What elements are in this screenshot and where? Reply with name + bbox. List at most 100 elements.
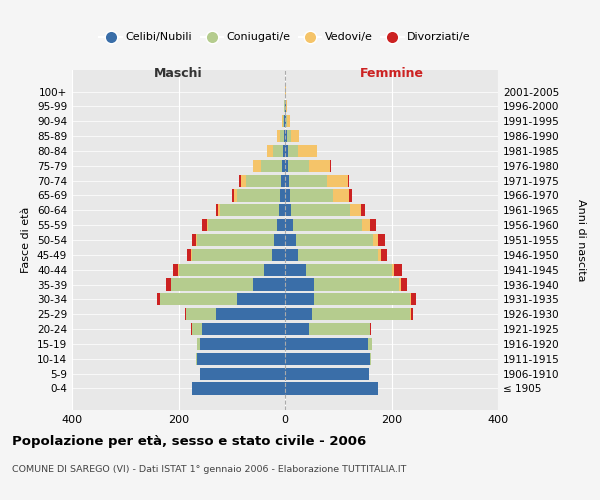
Bar [285,294,314,306]
Bar [314,278,400,290]
Bar [285,130,287,142]
Bar [237,294,285,306]
Bar [287,145,298,157]
Bar [280,130,284,142]
Bar [381,249,387,261]
Bar [285,234,296,246]
Bar [285,249,298,261]
Bar [373,234,378,246]
Bar [378,234,385,246]
Bar [179,264,264,276]
Bar [192,382,285,394]
Bar [285,308,311,320]
Bar [286,115,287,128]
Bar [196,234,197,246]
Bar [370,352,371,365]
Bar [281,174,285,186]
Text: Femmine: Femmine [359,67,424,80]
Bar [264,264,285,276]
Bar [285,174,289,186]
Bar [285,368,369,380]
Bar [285,278,314,290]
Bar [289,174,326,186]
Bar [185,308,187,320]
Bar [220,204,278,216]
Bar [192,323,202,335]
Bar [361,204,365,216]
Bar [216,204,218,216]
Bar [274,234,285,246]
Bar [237,190,280,202]
Bar [290,190,333,202]
Bar [285,190,290,202]
Bar [368,338,372,350]
Bar [362,219,370,231]
Bar [370,323,371,335]
Bar [333,190,349,202]
Bar [207,219,208,231]
Bar [284,130,285,142]
Bar [285,145,287,157]
Bar [197,234,274,246]
Bar [309,160,330,172]
Bar [298,249,378,261]
Bar [394,264,402,276]
Bar [349,190,352,202]
Bar [314,294,410,306]
Bar [285,160,287,172]
Bar [285,219,293,231]
Bar [273,145,283,157]
Bar [285,382,378,394]
Bar [200,368,285,380]
Bar [239,174,241,186]
Bar [410,308,413,320]
Bar [283,160,285,172]
Bar [287,115,290,128]
Text: Popolazione per età, sesso e stato civile - 2006: Popolazione per età, sesso e stato civil… [12,435,366,448]
Bar [311,308,410,320]
Bar [157,294,160,306]
Bar [285,204,292,216]
Bar [283,145,285,157]
Bar [400,278,401,290]
Bar [326,174,348,186]
Bar [378,249,381,261]
Bar [202,219,207,231]
Bar [166,278,170,290]
Bar [287,130,291,142]
Bar [285,352,370,365]
Bar [292,204,350,216]
Bar [235,190,237,202]
Bar [202,323,285,335]
Bar [253,278,285,290]
Bar [192,234,196,246]
Bar [241,174,246,186]
Bar [253,160,261,172]
Bar [216,308,285,320]
Bar [307,264,392,276]
Bar [285,323,309,335]
Bar [277,130,280,142]
Bar [278,204,285,216]
Bar [261,160,283,172]
Bar [173,264,178,276]
Bar [200,338,285,350]
Bar [348,174,349,186]
Bar [187,308,216,320]
Bar [232,190,235,202]
Bar [298,145,317,157]
Bar [196,352,197,365]
Bar [197,338,200,350]
Bar [350,204,361,216]
Bar [246,174,281,186]
Bar [192,249,272,261]
Text: Maschi: Maschi [154,67,203,80]
Bar [160,294,237,306]
Bar [309,323,370,335]
Bar [285,264,307,276]
Bar [283,115,284,128]
Bar [285,115,286,128]
Bar [272,249,285,261]
Bar [392,264,394,276]
Bar [208,219,277,231]
